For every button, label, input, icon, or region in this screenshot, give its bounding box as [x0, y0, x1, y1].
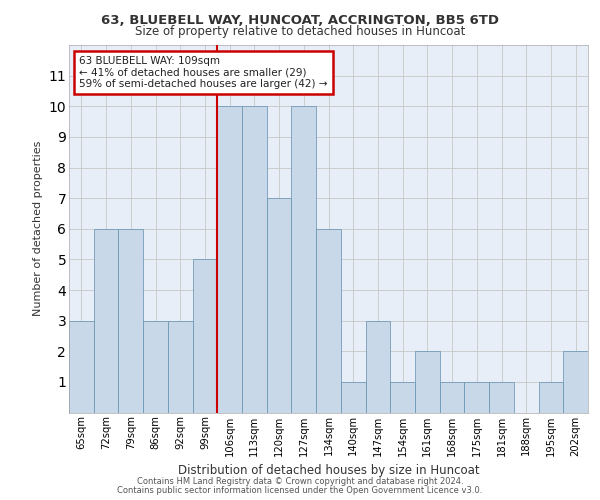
Bar: [390, 382, 415, 412]
Bar: [464, 382, 489, 412]
Bar: [69, 320, 94, 412]
Bar: [292, 106, 316, 412]
Bar: [94, 229, 118, 412]
Bar: [193, 260, 217, 412]
Bar: [118, 229, 143, 412]
X-axis label: Distribution of detached houses by size in Huncoat: Distribution of detached houses by size …: [178, 464, 479, 477]
Bar: [365, 320, 390, 412]
Bar: [168, 320, 193, 412]
Bar: [563, 351, 588, 412]
Bar: [267, 198, 292, 412]
Text: Contains HM Land Registry data © Crown copyright and database right 2024.: Contains HM Land Registry data © Crown c…: [137, 477, 463, 486]
Bar: [217, 106, 242, 412]
Bar: [415, 351, 440, 412]
Text: 63 BLUEBELL WAY: 109sqm
← 41% of detached houses are smaller (29)
59% of semi-de: 63 BLUEBELL WAY: 109sqm ← 41% of detache…: [79, 56, 328, 89]
Bar: [242, 106, 267, 412]
Bar: [143, 320, 168, 412]
Bar: [440, 382, 464, 412]
Text: Contains public sector information licensed under the Open Government Licence v3: Contains public sector information licen…: [118, 486, 482, 495]
Bar: [489, 382, 514, 412]
Bar: [316, 229, 341, 412]
Y-axis label: Number of detached properties: Number of detached properties: [33, 141, 43, 316]
Text: 63, BLUEBELL WAY, HUNCOAT, ACCRINGTON, BB5 6TD: 63, BLUEBELL WAY, HUNCOAT, ACCRINGTON, B…: [101, 14, 499, 27]
Bar: [539, 382, 563, 412]
Bar: [341, 382, 365, 412]
Text: Size of property relative to detached houses in Huncoat: Size of property relative to detached ho…: [135, 25, 465, 38]
